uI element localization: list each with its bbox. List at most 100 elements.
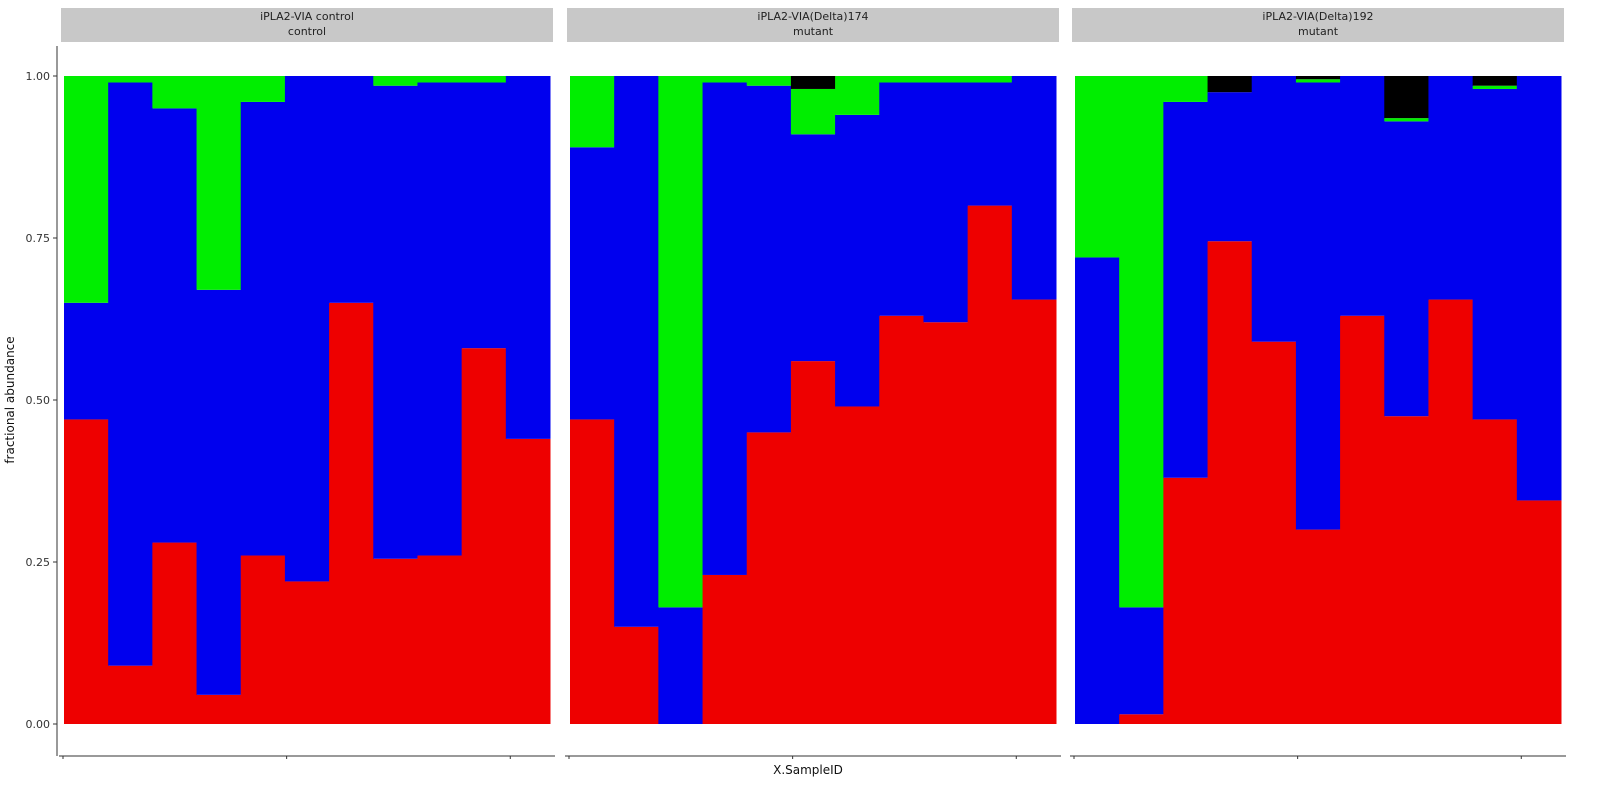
bar-segment [1295, 76, 1341, 80]
facet-strip [61, 8, 553, 42]
bar-segment [240, 101, 286, 556]
bar-segment [1207, 92, 1253, 242]
bar-segment [614, 76, 659, 627]
bar-segment [108, 82, 153, 666]
facet-strip-label: mutant [1298, 25, 1339, 38]
bar-segment [879, 82, 924, 316]
facet-strip-label: control [288, 25, 326, 38]
bar-segment [1119, 607, 1164, 715]
bar-segment [461, 348, 507, 724]
bar-segment [1384, 76, 1429, 119]
y-axis-title: fractional abundance [3, 336, 17, 463]
bar-segment [746, 76, 792, 86]
bar-segment [505, 438, 551, 724]
facet-strip [567, 8, 1059, 42]
bar-segment [790, 76, 836, 89]
bar-segment [1163, 76, 1209, 102]
bar-segment [1207, 241, 1253, 725]
bar-segment [1207, 76, 1253, 93]
bar-segment [746, 85, 792, 433]
bar-segment [1472, 76, 1518, 86]
bar-segment [570, 76, 615, 148]
bar-segment [746, 432, 792, 724]
bar-segment [1428, 299, 1474, 724]
bar-segment [152, 108, 198, 543]
bar-segment [461, 82, 507, 349]
bar-segment [196, 694, 242, 724]
bar-segment [196, 289, 242, 695]
facet-strip-label: mutant [793, 25, 834, 38]
bar-segment [373, 558, 418, 724]
bar-segment [1384, 121, 1429, 417]
bar-segment [702, 76, 748, 83]
y-tick-label: 0.50 [26, 394, 51, 407]
bar-segment [1075, 76, 1120, 258]
bar-segment [1119, 714, 1164, 724]
bar-segment [1384, 118, 1429, 122]
bar-segment [1163, 101, 1209, 478]
bar-segment [152, 76, 198, 109]
facet-panel-3: iPLA2-VIA(Delta)192 mutant [1070, 8, 1566, 759]
bar-segment [373, 85, 418, 559]
y-tick-label: 0.75 [26, 232, 51, 245]
bar-segment [879, 315, 924, 724]
bar-segment [658, 607, 704, 724]
bar-segment [1516, 76, 1562, 501]
bar-segment [240, 76, 286, 102]
bar-segment [108, 665, 153, 724]
bar-segment [879, 76, 924, 83]
bar-segment [1251, 341, 1297, 724]
bar-segment [284, 581, 330, 724]
bar-segment [967, 82, 1013, 206]
bar-segment [967, 76, 1013, 83]
facet-panel-1: iPLA2-VIA control control [59, 8, 555, 759]
bar-segment [1251, 76, 1297, 342]
bar-segment [1340, 76, 1385, 316]
bar-segment [417, 76, 463, 83]
bar-segment [461, 76, 507, 83]
bar-segment [329, 302, 374, 724]
bar-segment [1295, 79, 1341, 83]
y-tick-label: 0.00 [26, 718, 51, 731]
bar-segment [1340, 315, 1385, 724]
bar-segment [1516, 500, 1562, 724]
bar-segment [64, 76, 109, 303]
bar-segment [1295, 82, 1341, 530]
bar-segment [64, 419, 109, 724]
bar-segment [417, 555, 463, 724]
bar-segment [790, 361, 836, 724]
facet-panel-2: iPLA2-VIA(Delta)174 mutant [565, 8, 1061, 759]
bar-segment [417, 82, 463, 556]
bar-segment [1384, 416, 1429, 724]
bar-segment [570, 419, 615, 724]
bar-segment [923, 76, 969, 83]
bar-segment [923, 322, 969, 724]
bar-segment [702, 82, 748, 575]
y-tick-label: 1.00 [26, 70, 51, 83]
y-tick-label: 0.25 [26, 556, 51, 569]
bar-segment [790, 88, 836, 135]
bar-segment [1428, 76, 1474, 300]
facet-strip [1072, 8, 1564, 42]
bar-segment [614, 626, 659, 724]
bar-segment [108, 76, 153, 83]
bar-segment [1295, 529, 1341, 724]
bar-segment [835, 406, 880, 724]
facet-strip-label: iPLA2-VIA(Delta)192 [1262, 10, 1373, 23]
bar-segment [1472, 88, 1518, 420]
bar-segment [702, 574, 748, 724]
facet-strip-label: iPLA2-VIA(Delta)174 [757, 10, 868, 23]
facet-strip-label: iPLA2-VIA control [260, 10, 354, 23]
bar-segment [923, 82, 969, 323]
bar-segment [570, 147, 615, 420]
x-axis-title: X.SampleID [773, 763, 843, 777]
bar-segment [1011, 76, 1057, 300]
bar-segment [835, 114, 880, 407]
bar-segment [329, 76, 374, 303]
bar-segment [373, 76, 418, 86]
bar-segment [196, 76, 242, 290]
bar-segment [505, 76, 551, 439]
bar-segment [240, 555, 286, 724]
bar-segment [1075, 257, 1120, 724]
bar-segment [1472, 85, 1518, 89]
